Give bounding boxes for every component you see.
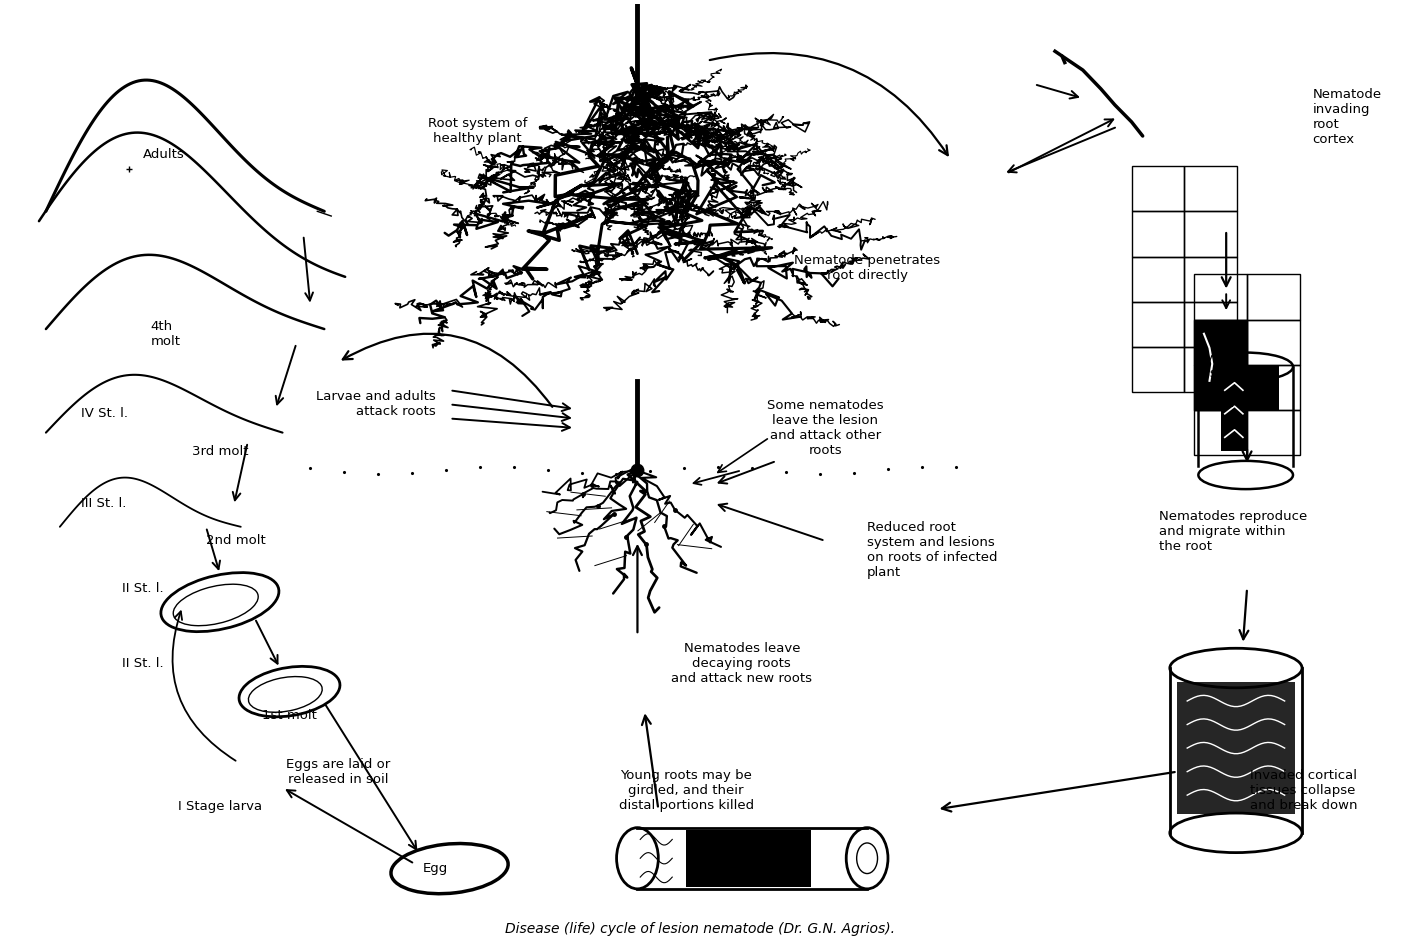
Text: 2nd molt: 2nd molt [206,535,265,547]
Bar [1195,365,1247,410]
Bar [1247,410,1300,455]
Text: Adults: Adults [143,148,185,162]
Bar [1132,302,1185,347]
Bar [1247,275,1300,319]
Bar [1195,410,1247,455]
Text: Invaded
tissues
turn
brown: Invaded tissues turn brown [1195,352,1248,409]
Text: 1st molt: 1st molt [261,709,316,722]
Text: Nematodes reproduce
and migrate within
the root: Nematodes reproduce and migrate within t… [1160,510,1307,553]
Bar [1247,365,1300,410]
Bar [1185,166,1237,211]
Text: Young roots may be
girdled, and their
distal portions killed: Young roots may be girdled, and their di… [619,769,754,812]
Bar [1220,381,1248,451]
Text: 3rd molt: 3rd molt [192,445,249,458]
Text: Larvae and adults
attack roots: Larvae and adults attack roots [316,390,435,418]
Bar [1195,319,1247,365]
Bar [1195,319,1247,365]
Bar [1132,211,1185,256]
Bar [687,829,812,887]
Text: II St. l.: II St. l. [122,581,164,595]
Bar [1247,365,1279,410]
Bar [1185,347,1237,392]
Bar [1185,211,1237,256]
Text: Root system of
healthy plant: Root system of healthy plant [428,117,526,145]
Text: Egg: Egg [423,862,448,875]
Text: IV St. l.: IV St. l. [80,408,128,420]
Text: III St. l.: III St. l. [80,497,126,510]
Text: II St. l.: II St. l. [122,656,164,670]
Bar [1185,256,1237,302]
Text: Reduced root
system and lesions
on roots of infected
plant: Reduced root system and lesions on roots… [868,522,998,580]
Text: Nematodes leave
decaying roots
and attack new roots: Nematodes leave decaying roots and attac… [671,642,813,685]
Text: 4th
molt: 4th molt [150,320,180,348]
Text: Eggs are laid or
released in soil: Eggs are laid or released in soil [286,758,390,786]
Text: Invaded cortical
tissues collapse
and break down: Invaded cortical tissues collapse and br… [1250,769,1358,812]
Text: Nematode penetrates
root directly: Nematode penetrates root directly [795,254,941,282]
Bar [1247,319,1300,365]
Text: I Stage larva: I Stage larva [178,800,263,813]
Bar [1195,275,1247,319]
Bar [1177,682,1294,814]
Bar [1132,347,1185,392]
Bar [1132,256,1185,302]
Bar [1132,166,1185,211]
Text: Some nematodes
leave the lesion
and attack other
roots: Some nematodes leave the lesion and atta… [767,399,883,457]
Bar [1185,302,1237,347]
Bar [1195,365,1247,410]
Text: Disease (life) cycle of lesion nematode (Dr. G.N. Agrios).: Disease (life) cycle of lesion nematode … [505,922,896,937]
Text: Nematode
invading
root
cortex: Nematode invading root cortex [1313,88,1382,146]
